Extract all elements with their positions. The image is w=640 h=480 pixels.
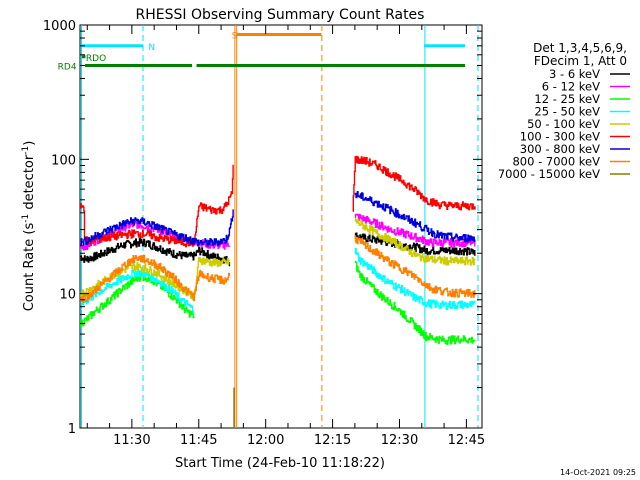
- legend-header-line-1: Det 1,3,4,5,6,9,: [533, 41, 627, 55]
- series-6-seg1: [80, 209, 234, 247]
- legend-entry-label-1: 6 - 12 keV: [542, 80, 600, 94]
- legend-entry-label-0: 3 - 6 keV: [549, 67, 600, 81]
- series-6-seg2: [354, 191, 476, 243]
- y-axis-label-main: Count Rate (s: [22, 223, 37, 312]
- y-axis: 1 10 100 1000: [43, 19, 482, 437]
- legend-entry-label-7: 800 - 7000 keV: [512, 155, 600, 169]
- legend-entry-label-8: 7000 - 15000 keV: [498, 167, 600, 181]
- series-3-seg1: [80, 268, 195, 315]
- plot-frame: [79, 24, 483, 429]
- legend-entry-label-5: 100 - 300 keV: [520, 130, 600, 144]
- flag-label-rdo: RDO: [86, 54, 106, 64]
- series-3-seg2: [354, 248, 476, 311]
- series-7-seg2: [354, 235, 476, 298]
- legend-entry-label-3: 25 - 50 keV: [534, 105, 600, 119]
- legend-entry-label-4: 50 - 100 keV: [527, 117, 600, 131]
- flag-bars: N S RDO RD4: [58, 31, 465, 72]
- series-2-seg2: [354, 260, 476, 345]
- series-5-seg1: [80, 164, 234, 248]
- series-4-seg2: [354, 217, 476, 266]
- y-tick-label-2: 100: [51, 153, 76, 168]
- y-axis-label-sup1: -1: [21, 214, 31, 223]
- x-axis: 11:30 11:45 12:00 12:15 12:30 12:45: [86, 25, 485, 448]
- y-tick-label-1: 10: [59, 288, 76, 303]
- y-tick-label-3: 1000: [43, 19, 76, 34]
- x-tick-label-4: 12:30: [381, 433, 418, 448]
- x-tick-label-2: 12:00: [247, 433, 284, 448]
- legend: Det 1,3,4,5,6,9, FDecim 1, Att 0 3 - 6 k…: [498, 41, 630, 181]
- x-axis-label: Start Time (24-Feb-10 11:18:22): [175, 456, 385, 471]
- legend-header-line-2: FDecim 1, Att 0: [534, 54, 627, 68]
- series-1-seg2: [354, 213, 476, 248]
- x-tick-label-5: 12:45: [448, 433, 485, 448]
- y-axis-label-mid: detector: [22, 154, 37, 214]
- flag-label-rd4: RD4: [58, 62, 77, 72]
- flag-label-s: S: [232, 31, 238, 41]
- series-0-seg1: [80, 238, 231, 267]
- series-7-seg1: [80, 254, 231, 304]
- series-group: [80, 155, 476, 428]
- y-axis-label-sup2: -1: [21, 146, 31, 155]
- x-tick-label-1: 11:45: [180, 433, 217, 448]
- legend-entry-label-6: 300 - 800 keV: [520, 142, 600, 156]
- x-tick-label-0: 11:30: [113, 433, 150, 448]
- chart-title: RHESSI Observing Summary Count Rates: [136, 7, 425, 23]
- legend-entry-label-2: 12 - 25 keV: [534, 92, 600, 106]
- series-4-seg1: [80, 256, 231, 301]
- series-5-seg2: [352, 155, 476, 212]
- footer-date: 14-Oct-2021 09:25: [560, 468, 636, 477]
- series-2-seg1: [80, 272, 195, 329]
- y-axis-label: Count Rate (s-1 detector-1): [21, 141, 37, 312]
- flag-label-n: N: [148, 43, 155, 53]
- y-tick-label-0: 1: [68, 422, 76, 437]
- x-tick-label-3: 12:15: [314, 433, 351, 448]
- y-axis-label-end: ): [22, 141, 37, 146]
